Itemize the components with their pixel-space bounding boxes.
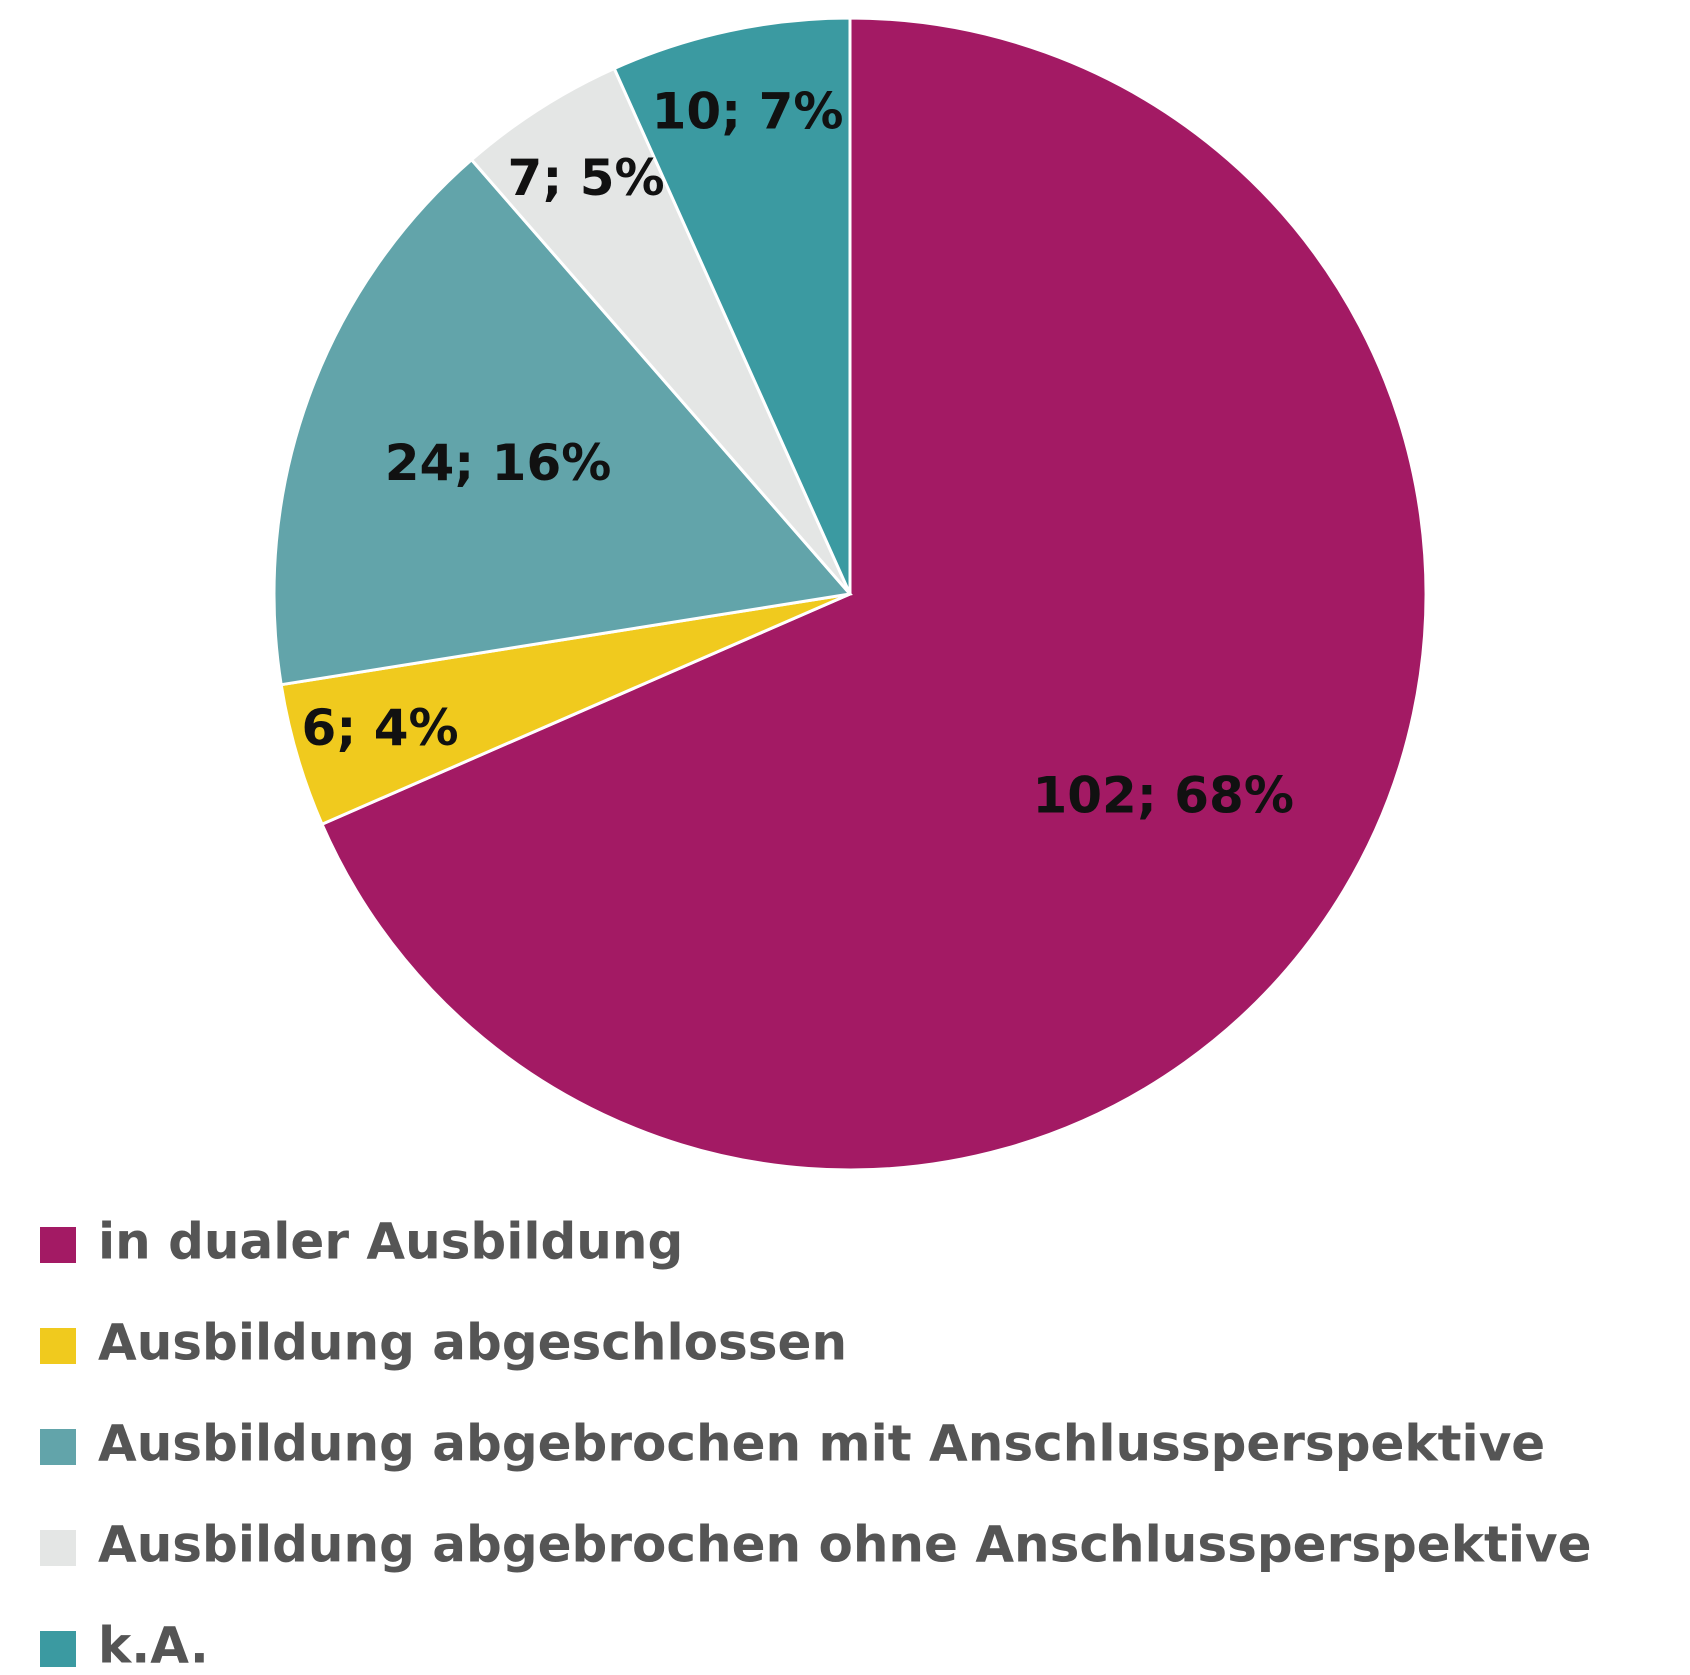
legend-label: k.A. bbox=[98, 1617, 209, 1675]
legend-swatch bbox=[40, 1328, 76, 1364]
data-label: 102; 68% bbox=[1032, 767, 1293, 825]
legend-label: Ausbildung abgebrochen ohne Anschlussper… bbox=[98, 1516, 1592, 1574]
data-label: 7; 5% bbox=[508, 149, 665, 207]
legend-swatch bbox=[40, 1227, 76, 1263]
data-label: 10; 7% bbox=[652, 83, 844, 141]
legend-label: in dualer Ausbildung bbox=[98, 1213, 683, 1271]
pie-slice bbox=[612, 16, 852, 595]
pie-slice bbox=[320, 16, 1428, 1172]
data-label: 24; 16% bbox=[385, 434, 612, 492]
pie-slice bbox=[469, 66, 852, 595]
data-label: 6; 4% bbox=[302, 699, 459, 757]
legend-swatch bbox=[40, 1631, 76, 1667]
legend-label: Ausbildung abgebrochen mit Anschlusspers… bbox=[98, 1415, 1545, 1473]
pie-slice bbox=[272, 157, 853, 687]
legend-swatch bbox=[40, 1429, 76, 1465]
legend-label: Ausbildung abgeschlossen bbox=[98, 1314, 847, 1372]
legend-swatch bbox=[40, 1530, 76, 1566]
